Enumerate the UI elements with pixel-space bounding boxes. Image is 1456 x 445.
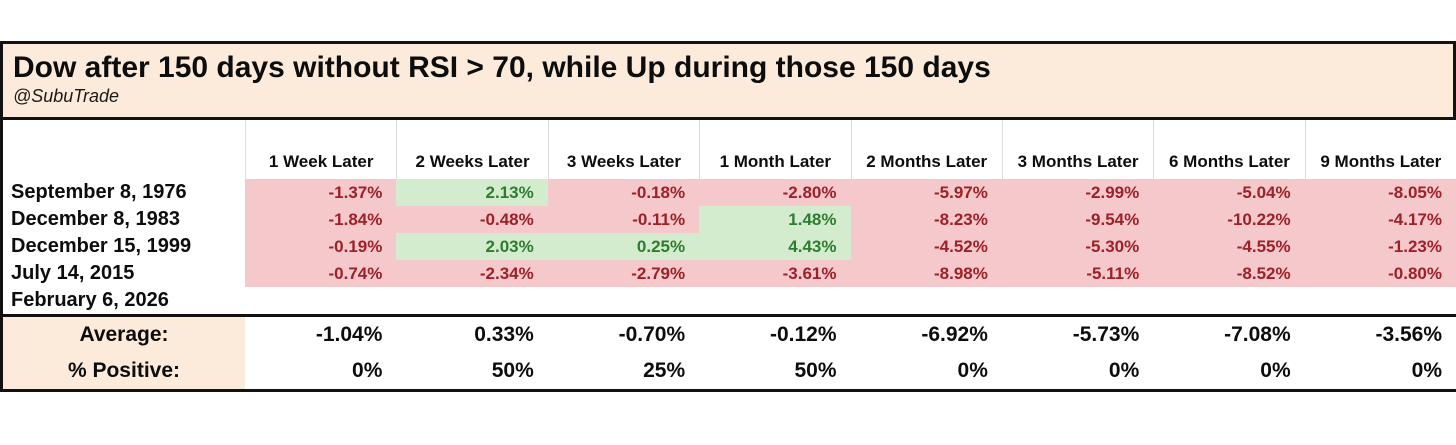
data-table: 1 Week Later 2 Weeks Later 3 Weeks Later 1 … [0, 120, 1456, 314]
column-header: 3 Weeks Later [547, 120, 699, 179]
data-cell: -2.80% [699, 179, 851, 206]
data-cell: 2.03% [396, 233, 548, 260]
data-cell [699, 287, 850, 314]
data-cell: -8.98% [850, 260, 1002, 287]
header-corner-cell [3, 120, 245, 179]
data-cell: -0.48% [396, 206, 548, 233]
data-cell: -2.79% [547, 260, 700, 287]
data-cell: -2.34% [396, 260, 548, 287]
summary-value-cell: -6.92% [850, 317, 1002, 353]
summary-value-cell: -0.70% [547, 317, 700, 353]
table-row: December 8, 1983 -1.84% -0.48% -0.11% 1.48% -… [3, 206, 1456, 233]
data-cell: -0.19% [245, 233, 397, 260]
column-header: 1 Month Later [699, 120, 850, 179]
data-cell: -9.54% [1001, 206, 1154, 233]
summary-value-cell: 50% [699, 353, 851, 389]
data-cell: 0.25% [547, 233, 700, 260]
data-cell: -8.52% [1153, 260, 1305, 287]
data-cell: -0.80% [1304, 260, 1456, 287]
summary-value-cell: 0% [1001, 353, 1154, 389]
column-header: 2 Weeks Later [396, 120, 547, 179]
data-cell: -2.99% [1001, 179, 1154, 206]
summary-value-cell: -0.12% [699, 317, 851, 353]
data-cell: 4.43% [699, 233, 851, 260]
summary-value-cell: 0% [1304, 353, 1456, 389]
top-whitespace [0, 0, 1456, 41]
data-cell [851, 287, 1002, 314]
table-row: December 15, 1999 -0.19% 2.03% 0.25% 4.43% -4… [3, 233, 1456, 260]
data-cell [1153, 287, 1304, 314]
data-cell: -8.23% [850, 206, 1002, 233]
data-cell [245, 287, 396, 314]
page-title: Dow after 150 days without RSI > 70, whi… [13, 51, 991, 84]
data-cell: -8.05% [1304, 179, 1456, 206]
data-cell: -10.22% [1153, 206, 1305, 233]
data-cell: -1.37% [245, 179, 397, 206]
data-cell: -4.55% [1153, 233, 1305, 260]
column-header: 3 Months Later [1001, 120, 1153, 179]
column-header: 9 Months Later [1304, 120, 1456, 179]
summary-value-cell: -7.08% [1153, 317, 1305, 353]
data-cell: -1.23% [1304, 233, 1456, 260]
data-cell: -3.61% [699, 260, 851, 287]
summary-value-cell: 0% [850, 353, 1002, 389]
data-cell [1305, 287, 1456, 314]
column-header: 6 Months Later [1153, 120, 1304, 179]
summary-value-cell: -3.56% [1304, 317, 1456, 353]
summary-row-label: Average: [3, 317, 245, 353]
table-body: September 8, 1976 -1.37% 2.13% -0.18% -2.80%… [3, 179, 1456, 314]
summary-value-cell: -5.73% [1001, 317, 1154, 353]
data-cell [1002, 287, 1153, 314]
row-label-date: December 8, 1983 [3, 206, 245, 233]
data-cell: -4.52% [850, 233, 1002, 260]
summary-value-cell: 0% [245, 353, 397, 389]
data-cell: -0.18% [547, 179, 700, 206]
summary-row: % Positive: 0% 50% 25% 50% 0% 0% 0% 0% [3, 353, 1456, 389]
column-header: 1 Week Later [245, 120, 396, 179]
data-cell [548, 287, 699, 314]
summary-value-cell: 25% [547, 353, 700, 389]
data-cell: -4.17% [1304, 206, 1456, 233]
data-cell: -5.04% [1153, 179, 1305, 206]
data-cell: -5.30% [1001, 233, 1154, 260]
table-row: September 8, 1976 -1.37% 2.13% -0.18% -2.80%… [3, 179, 1456, 206]
summary-value-cell: 0.33% [396, 317, 548, 353]
column-header: 2 Months Later [850, 120, 1002, 179]
table-row: July 14, 2015 -0.74% -2.34% -2.79% -3.61% -8.… [3, 260, 1456, 287]
data-cell: -1.84% [245, 206, 397, 233]
row-label-date: February 6, 2026 [3, 287, 245, 314]
table-row: February 6, 2026 [3, 287, 1456, 314]
summary-value-cell: -1.04% [245, 317, 397, 353]
data-cell: 1.48% [699, 206, 851, 233]
title-block: Dow after 150 days without RSI > 70, whi… [0, 41, 1456, 120]
data-cell: 2.13% [396, 179, 548, 206]
row-label-date: December 15, 1999 [3, 233, 245, 260]
data-cell: -5.97% [850, 179, 1002, 206]
data-cell: -0.11% [547, 206, 700, 233]
row-label-date: September 8, 1976 [3, 179, 245, 206]
summary-row: Average: -1.04% 0.33% -0.70% -0.12% -6.92% -5.… [3, 317, 1456, 353]
summary-value-cell: 50% [396, 353, 548, 389]
summary-value-cell: 0% [1153, 353, 1305, 389]
data-cell: -0.74% [245, 260, 397, 287]
summary-section: Average: -1.04% 0.33% -0.70% -0.12% -6.92% -5.… [0, 314, 1456, 392]
column-header-row: 1 Week Later 2 Weeks Later 3 Weeks Later 1 … [3, 120, 1456, 179]
author-handle: @SubuTrade [13, 86, 119, 106]
data-cell [396, 287, 547, 314]
data-cell: -5.11% [1001, 260, 1154, 287]
summary-row-label: % Positive: [3, 353, 245, 389]
row-label-date: July 14, 2015 [3, 260, 245, 287]
